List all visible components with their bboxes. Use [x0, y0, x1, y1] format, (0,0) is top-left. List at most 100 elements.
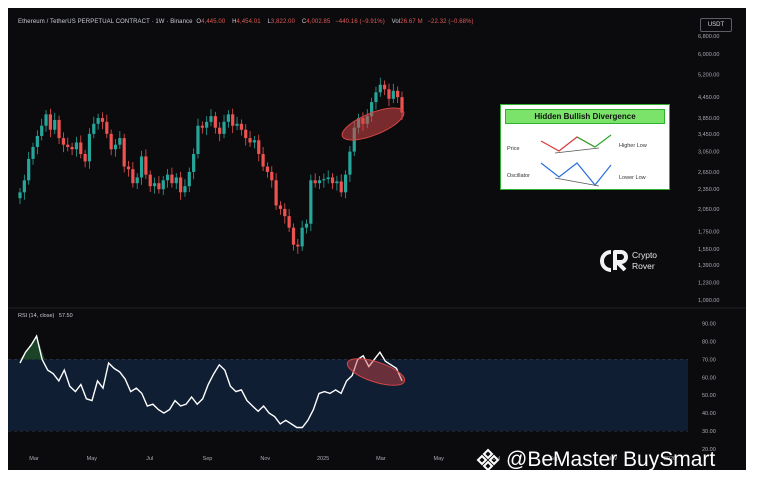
- candle-body: [239, 123, 243, 130]
- volume-value: 26.67 M: [400, 19, 423, 25]
- rsi-band: [8, 359, 688, 432]
- candle-body: [135, 177, 139, 184]
- candle-body: [105, 121, 109, 134]
- rsi-line: [19, 334, 403, 429]
- candle-body: [287, 216, 291, 228]
- candle-body: [270, 171, 274, 181]
- candle-body: [348, 151, 352, 175]
- candle-body: [326, 177, 330, 180]
- candle-body: [31, 146, 35, 159]
- high-value: 4,454.01: [236, 19, 261, 25]
- candle-body: [209, 116, 213, 122]
- candle-body: [53, 119, 57, 130]
- rsi-value: 57.50: [58, 313, 73, 319]
- candle-body: [131, 169, 135, 184]
- rsi-divergence-ellipse: [346, 358, 406, 386]
- candle-body: [283, 208, 287, 217]
- inset-price-line-green: [576, 134, 612, 148]
- close-value: 4,002.85: [306, 19, 331, 25]
- inset-price-trend: [554, 147, 600, 154]
- rsi-tick-label: 80.00: [702, 339, 716, 345]
- candle-body: [387, 89, 391, 99]
- time-tick-label: Nov: [260, 456, 270, 462]
- currency-button[interactable]: USDT: [700, 18, 732, 32]
- price-axis: 6,800.00 6,000.00 5,200.00 4,450.00 3,850.00…: [698, 34, 719, 304]
- inset-osc-trend: [554, 177, 600, 187]
- rsi-legend: RSI (14, close) 57.50: [18, 313, 73, 319]
- candle-body: [378, 84, 382, 93]
- time-tick-label: May: [434, 456, 445, 462]
- price-tick-label: 1,230.00: [698, 281, 719, 287]
- time-tick-label: 2025: [317, 456, 329, 462]
- candle-body: [265, 166, 270, 172]
- candle-body: [174, 177, 178, 184]
- candle-body: [170, 174, 174, 184]
- candle-body: [200, 125, 204, 128]
- watermark: @BeMaster BuySmart: [476, 446, 715, 474]
- candles: [18, 77, 404, 254]
- candle-body: [196, 125, 200, 155]
- time-tick-label: Mar: [376, 456, 386, 462]
- candle-body: [391, 90, 395, 99]
- candle-body: [113, 144, 118, 150]
- candle-body: [322, 179, 326, 181]
- candle-body: [157, 183, 161, 190]
- candle-body: [396, 90, 400, 98]
- candle-body: [383, 84, 387, 90]
- inset-osc-label: Oscillator: [507, 173, 530, 179]
- candle-body: [304, 223, 309, 228]
- candle-body: [291, 227, 296, 245]
- candle-body: [118, 138, 122, 145]
- candle-body: [400, 97, 404, 113]
- rsi-tick-label: 40.00: [702, 411, 716, 417]
- candle-body: [374, 92, 378, 103]
- logo-text-2: Rover: [632, 261, 655, 271]
- candle-body: [231, 114, 235, 126]
- candle-body: [213, 116, 217, 128]
- candle-body: [248, 138, 252, 143]
- inset-osc-note: Lower Low: [619, 175, 646, 181]
- candle-body: [109, 133, 113, 150]
- candle-body: [296, 244, 300, 247]
- time-tick-label: Sep: [549, 456, 559, 462]
- candle-body: [40, 125, 44, 136]
- candle-body: [339, 181, 343, 193]
- candle-body: [165, 174, 170, 181]
- candle-body: [179, 177, 183, 193]
- candle-body: [35, 135, 39, 147]
- time-tick-label: Nov: [607, 456, 617, 462]
- candle-body: [257, 140, 261, 155]
- candle-body: [330, 177, 335, 184]
- candle-body: [144, 156, 148, 175]
- rsi-tick-label: 60.00: [702, 375, 716, 381]
- candle-body: [335, 181, 339, 184]
- candle-body: [218, 127, 222, 134]
- rsi-tick-label: 70.00: [702, 357, 716, 363]
- rsi-tick-label: 90.00: [702, 322, 716, 328]
- candle-body: [122, 138, 126, 167]
- candle-body: [70, 146, 74, 150]
- candle-body: [313, 180, 317, 184]
- inset-price-line: [540, 136, 596, 152]
- price-tick-label: 6,800.00: [698, 34, 719, 40]
- price-divergence-ellipse: [341, 107, 405, 141]
- price-tick-label: 3,450.00: [698, 132, 719, 138]
- symbol-title: Ethereum / TetherUS PERPETUAL CONTRACT ·…: [18, 19, 193, 25]
- candle-body: [66, 144, 70, 147]
- time-tick-label: 2026: [664, 456, 676, 462]
- price-tick-label: 1,390.00: [698, 263, 719, 269]
- crypto-rover-logo: Crypto Rover: [600, 248, 680, 274]
- candle-body: [278, 205, 283, 209]
- candle-body: [183, 186, 187, 193]
- candle-body: [222, 121, 226, 134]
- divergence-legend-box: Hidden Bullish Divergence Price Higher L…: [500, 104, 670, 190]
- rsi-tick-label: 20.00: [702, 447, 716, 453]
- inset-osc-line: [540, 162, 612, 186]
- rsi-overbought-fill: [20, 336, 45, 360]
- rsi-axis: 90.00 80.00 70.00 60.00 50.00 40.00 30.00 20.00: [702, 322, 716, 453]
- candle-body: [244, 129, 248, 139]
- price-chart[interactable]: 6,800.00 6,000.00 5,200.00 4,450.00 3,850.00…: [8, 8, 746, 470]
- price-tick-label: 2,650.00: [698, 170, 719, 176]
- annotations: [341, 107, 406, 386]
- symbol-header: Ethereum / TetherUS PERPETUAL CONTRACT ·…: [18, 19, 474, 25]
